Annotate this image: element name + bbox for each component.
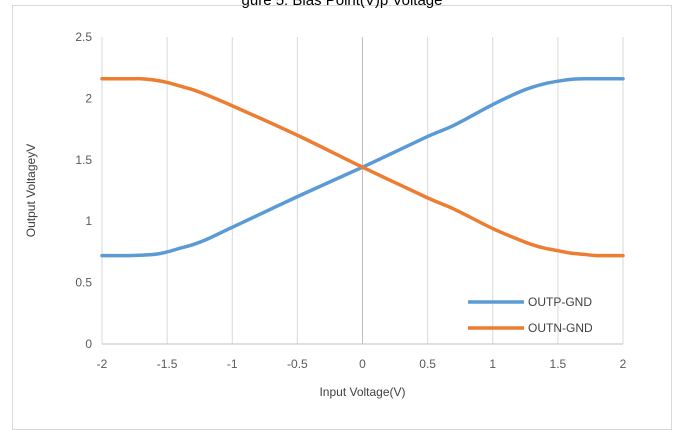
x-tick-label: 0 [359, 357, 366, 371]
x-tick-label: 1 [489, 357, 496, 371]
x-tick-label: 1.5 [550, 357, 567, 371]
chart-frame [12, 5, 672, 430]
series-line-1 [100, 76, 625, 258]
x-tick-label: 0.5 [419, 357, 436, 371]
legend-label-1: OUTP-GND [528, 295, 592, 309]
x-tick-label: -0.5 [287, 357, 308, 371]
y-tick-label: 2.5 [75, 30, 92, 44]
x-tick-label: -2 [97, 357, 108, 371]
figure-caption: gure 5: Bias Point(V)p Voltage [241, 0, 443, 9]
legend-label-2: OUTN-GND [528, 321, 593, 335]
x-tick-label: -1 [227, 357, 238, 371]
x-tick-label: -1.5 [157, 357, 178, 371]
y-tick-label: 1.5 [75, 153, 92, 167]
x-axis-title: Input Voltage(V) [319, 385, 405, 399]
y-tick-label: 2 [85, 91, 92, 105]
y-tick-label: 0.5 [75, 276, 92, 290]
y-tick-label: 0 [85, 337, 92, 351]
series-line-2 [100, 76, 625, 258]
y-tick-label: 1 [85, 214, 92, 228]
y-axis-title: Output VoltageyV [24, 144, 38, 237]
x-tick-label: 2 [620, 357, 627, 371]
